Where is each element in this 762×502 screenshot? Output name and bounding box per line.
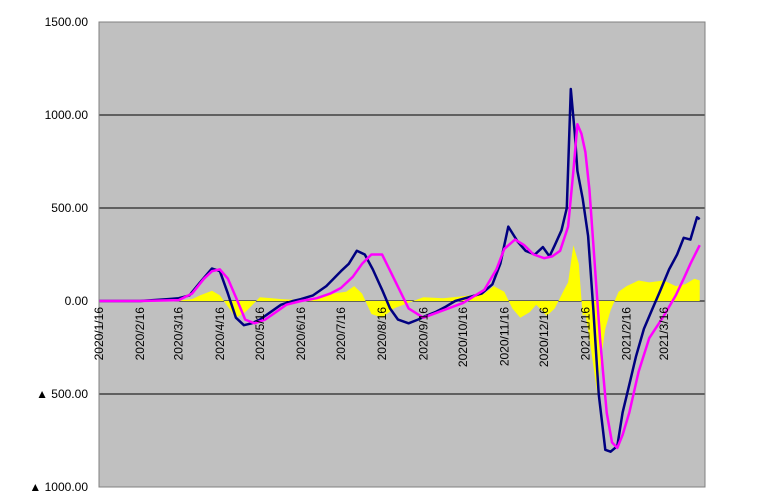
x-tick-label: 2020/12/16 bbox=[537, 307, 551, 367]
x-tick-label: 2020/11/16 bbox=[497, 307, 511, 366]
x-tick-label: 2020/3/16 bbox=[172, 307, 186, 361]
x-tick-label: 2020/2/16 bbox=[133, 307, 147, 361]
y-tick-label: 1000.00 bbox=[45, 108, 89, 122]
y-axis-tick-labels: 1500.00 1000.00 500.00 0.00 ▲ 500.00 ▲ 1000.0… bbox=[29, 15, 88, 494]
line-series-layer bbox=[99, 87, 701, 453]
plot-border bbox=[98, 21, 706, 488]
x-tick-label: 2020/5/16 bbox=[253, 307, 267, 361]
y-tick-label: 0.00 bbox=[65, 294, 89, 308]
y-tick-label: ▲ 1000.00 bbox=[29, 480, 88, 494]
line-series-2 bbox=[99, 123, 701, 450]
x-tick-label: 2020/9/16 bbox=[416, 307, 430, 361]
x-tick-label: 2021/2/16 bbox=[620, 307, 634, 361]
x-tick-label: 2021/3/16 bbox=[657, 307, 671, 361]
x-tick-label: 2021/1/16 bbox=[578, 307, 592, 361]
x-tick-label: 2020/10/16 bbox=[456, 307, 470, 367]
x-axis-tick-labels: 2020/1/16 2020/2/16 2020/3/16 2020/4/16 2020… bbox=[92, 307, 671, 367]
plot-background bbox=[99, 22, 705, 487]
x-tick-label: 2020/4/16 bbox=[213, 307, 227, 361]
x-tick-label: 2020/6/16 bbox=[294, 307, 308, 361]
x-tick-label: 2020/7/16 bbox=[334, 307, 348, 361]
y-tick-label: 500.00 bbox=[51, 201, 88, 215]
x-tick-label: 2020/8/16 bbox=[375, 307, 389, 361]
y-tick-label: ▲ 500.00 bbox=[36, 387, 88, 401]
y-tick-label: 1500.00 bbox=[45, 15, 89, 29]
plot-area bbox=[98, 21, 706, 488]
x-tick-label: 2020/1/16 bbox=[92, 307, 106, 361]
